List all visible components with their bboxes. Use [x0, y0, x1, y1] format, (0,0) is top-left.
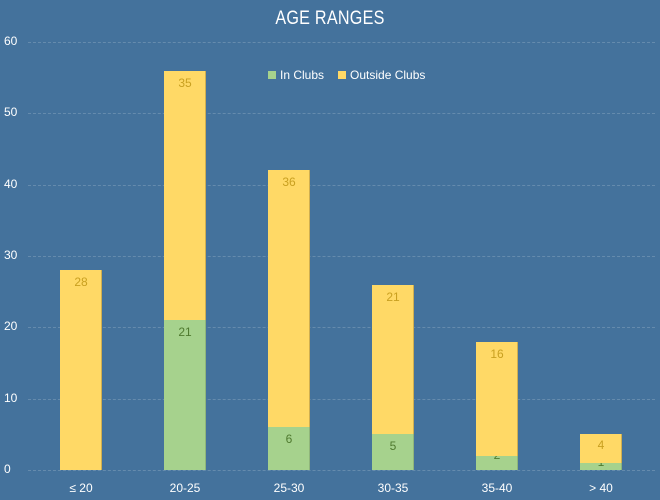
gridline — [28, 184, 655, 186]
data-label: 36 — [282, 175, 296, 190]
bar-segment-outside-clubs[interactable] — [268, 170, 310, 428]
bar-segment-in-clubs[interactable] — [476, 455, 518, 470]
x-axis-tick-label: 35-40 — [481, 481, 513, 495]
y-axis-tick-label: 60 — [4, 34, 18, 48]
gridline — [28, 398, 655, 400]
bar-segment-outside-clubs[interactable] — [580, 434, 622, 463]
chart-title: AGE RANGES — [275, 8, 385, 29]
bar-segment-outside-clubs[interactable] — [372, 284, 414, 435]
legend-label: In Clubs — [280, 68, 325, 82]
data-label: 5 — [389, 439, 397, 454]
legend-item-in-clubs[interactable]: In Clubs — [268, 68, 324, 82]
x-axis-tick-label: 30-35 — [377, 481, 409, 495]
data-label: 21 — [386, 289, 400, 304]
y-axis-tick-label: 10 — [4, 390, 18, 405]
x-axis-tick-label: > 40 — [589, 481, 613, 495]
y-axis-tick-label: 40 — [4, 176, 18, 191]
legend-swatch-in-clubs — [268, 71, 276, 79]
bar-segment-in-clubs[interactable] — [268, 427, 310, 470]
y-axis-tick-label: 50 — [4, 105, 18, 120]
legend-item-outside-clubs[interactable]: Outside Clubs — [338, 68, 425, 82]
gridline — [28, 256, 655, 257]
bar-segment-in-clubs[interactable] — [372, 434, 414, 470]
data-label: 6 — [285, 432, 293, 447]
data-label: 28 — [74, 275, 88, 290]
data-label: 4 — [597, 438, 605, 453]
gridline — [28, 113, 655, 115]
y-axis-tick-label: 0 — [4, 462, 11, 476]
y-axis-tick-label: 30 — [4, 248, 18, 262]
data-label: 16 — [490, 346, 504, 361]
x-axis-tick-label: 25-30 — [273, 481, 305, 495]
gridline — [28, 470, 655, 471]
data-label: 35 — [178, 75, 192, 90]
x-axis-tick-label: 20-25 — [169, 481, 201, 495]
bar-segment-in-clubs[interactable] — [580, 462, 622, 470]
legend-swatch-outside-clubs — [338, 71, 347, 79]
bar-segment-outside-clubs[interactable] — [60, 270, 102, 470]
bar-segment-outside-clubs[interactable] — [476, 341, 518, 456]
gridline — [28, 327, 655, 329]
data-label: 21 — [178, 325, 192, 340]
bar-segment-outside-clubs[interactable] — [164, 70, 206, 321]
bar-segment-in-clubs[interactable] — [164, 320, 206, 470]
x-axis-tick-label: ≤ 20 — [69, 481, 93, 495]
y-axis-tick-label: 20 — [4, 319, 18, 334]
gridline — [28, 42, 655, 43]
legend-label: Outside Clubs — [350, 68, 426, 82]
chart-legend: In Clubs Outside Clubs — [268, 68, 425, 82]
